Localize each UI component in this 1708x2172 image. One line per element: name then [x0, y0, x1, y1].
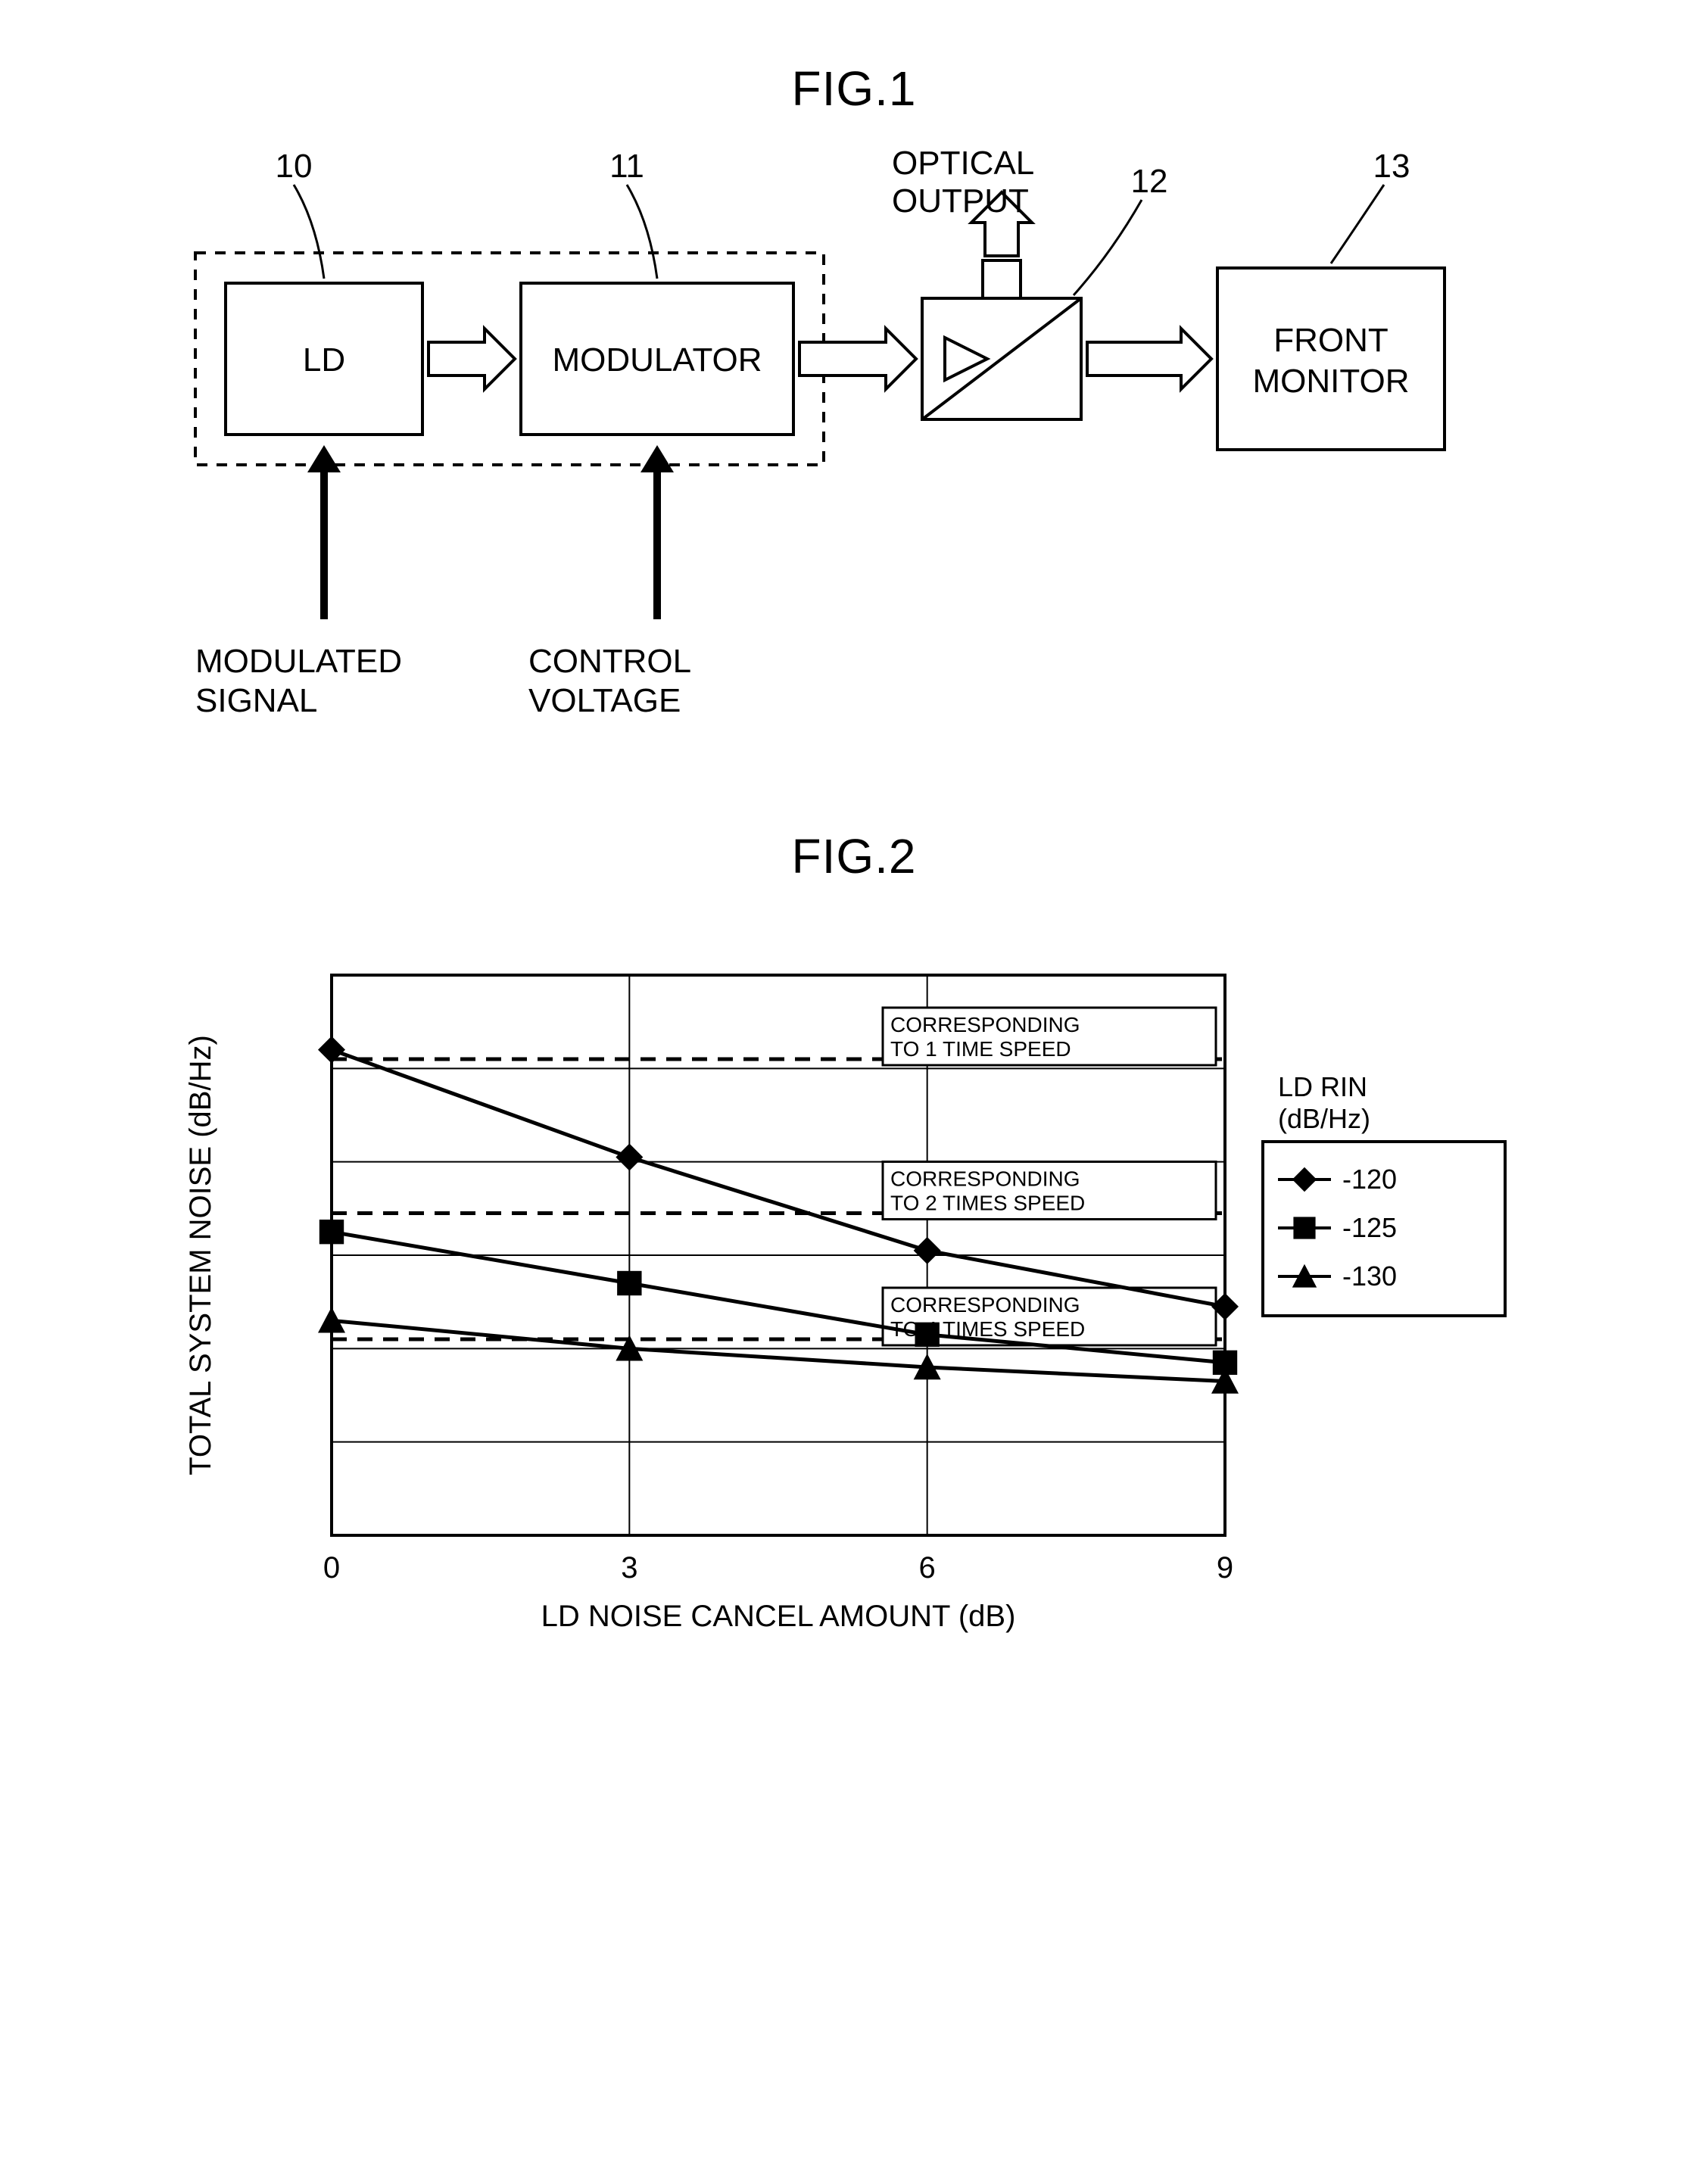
arrow-ld-to-mod	[429, 329, 515, 389]
modulated-label2: SIGNAL	[195, 682, 317, 719]
marker-square	[915, 1323, 939, 1347]
marker-square	[617, 1271, 641, 1295]
ref-anno-l2: TO 1 TIME SPEED	[890, 1037, 1071, 1061]
ld-refnum: 10	[276, 148, 313, 185]
fig2-title: FIG.2	[45, 828, 1663, 884]
fig1-diagram: LD MODULATOR FRONT MONITOR 10 11 12 13 OPTICALOU…	[45, 147, 1663, 737]
control-label2: VOLTAGE	[528, 682, 681, 719]
optical-output-label1: OPTICAL	[892, 147, 1034, 182]
legend-item-label: -120	[1342, 1164, 1397, 1195]
modulator-block-label: MODULATOR	[552, 341, 762, 379]
mod-refnum: 11	[609, 148, 644, 185]
optical-output-label2: OUTPUT	[892, 182, 1029, 220]
front-monitor-block	[1217, 268, 1445, 450]
ld-block-label: LD	[303, 341, 345, 379]
marker-square	[319, 1220, 344, 1244]
monitor-refnum: 13	[1373, 148, 1410, 185]
legend-title1: LD RIN	[1278, 1071, 1367, 1102]
marker-square	[1293, 1217, 1315, 1239]
front-monitor-block-label2: MONITOR	[1253, 363, 1410, 400]
mod-leader	[627, 185, 657, 279]
monitor-leader	[1331, 185, 1384, 263]
xtick-label: 9	[1217, 1551, 1233, 1585]
arrow-splitter-to-monitor	[1087, 329, 1211, 389]
ref-anno-l1: CORRESPONDING	[890, 1167, 1080, 1191]
ref-anno-l1: CORRESPONDING	[890, 1293, 1080, 1317]
ld-leader	[294, 185, 324, 279]
xtick-label: 3	[621, 1551, 637, 1585]
xtick-label: 6	[919, 1551, 936, 1585]
arrow-mod-to-splitter	[799, 329, 916, 389]
splitter-refnum: 12	[1131, 163, 1168, 200]
control-label1: CONTROL	[528, 643, 691, 680]
modulated-signal-arrow-head	[307, 445, 341, 472]
xtick-label: 0	[323, 1551, 340, 1585]
ylabel: TOTAL SYSTEM NOISE (dB/Hz)	[184, 1035, 217, 1476]
control-voltage-arrow-head	[640, 445, 674, 472]
legend-title2: (dB/Hz)	[1278, 1103, 1370, 1134]
legend-item-label: -125	[1342, 1212, 1397, 1243]
modulated-label1: MODULATED	[195, 643, 402, 680]
fig2-chart: 0369CORRESPONDINGTO 1 TIME SPEEDCORRESPO…	[45, 915, 1663, 1747]
splitter-leader	[1074, 200, 1142, 295]
splitter-tap	[983, 260, 1021, 298]
xlabel: LD NOISE CANCEL AMOUNT (dB)	[541, 1600, 1016, 1633]
ref-anno-l2: TO 2 TIMES SPEED	[890, 1192, 1085, 1215]
legend-item-label: -130	[1342, 1261, 1397, 1292]
ref-anno-l1: CORRESPONDING	[890, 1013, 1080, 1036]
fig1-title: FIG.1	[45, 61, 1663, 117]
front-monitor-block-label1: FRONT	[1273, 322, 1389, 359]
